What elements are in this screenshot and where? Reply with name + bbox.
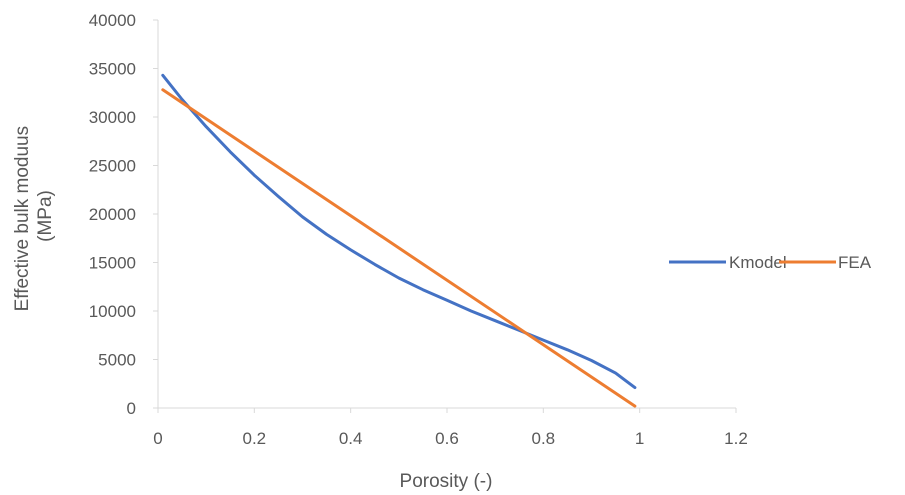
legend-label-kmodel: Kmodel bbox=[729, 253, 787, 272]
x-axis-title: Porosity (-) bbox=[400, 471, 493, 492]
series-line-kmodel bbox=[161, 73, 637, 390]
x-tick-label: 0.4 bbox=[339, 429, 363, 448]
x-tick-label: 1.2 bbox=[724, 429, 748, 448]
y-tick-label: 0 bbox=[127, 399, 136, 418]
x-tick-labels: 0 0.2 0.4 0.6 0.8 1 1.2 bbox=[153, 408, 748, 448]
y-tick-label: 10000 bbox=[89, 302, 136, 321]
x-tick-label: 1 bbox=[635, 429, 644, 448]
y-axis-title-line-1: Effective bulk moduus bbox=[12, 126, 33, 312]
x-tick-label: 0.2 bbox=[243, 429, 267, 448]
y-tick-label: 25000 bbox=[89, 157, 136, 176]
y-tick-label: 5000 bbox=[98, 351, 136, 370]
y-tick-label: 20000 bbox=[89, 205, 136, 224]
plot-area bbox=[157, 20, 736, 409]
x-tick-label: 0 bbox=[153, 429, 162, 448]
y-tick-labels: 0 5000 10000 15000 20000 25000 30000 35000 40000 bbox=[89, 11, 158, 418]
series-line-fea bbox=[161, 88, 637, 408]
y-axis-title-line-2: (MPa) bbox=[35, 190, 56, 242]
y-tick-label: 30000 bbox=[89, 108, 136, 127]
legend-label-fea: FEA bbox=[838, 253, 872, 272]
x-tick-label: 0.8 bbox=[532, 429, 556, 448]
legend: Kmodel FEA bbox=[669, 253, 872, 272]
y-tick-label: 35000 bbox=[89, 60, 136, 79]
y-axis-title: Effective bulk moduus (MPa) bbox=[12, 121, 56, 312]
y-tick-label: 40000 bbox=[89, 11, 136, 30]
y-tick-label: 15000 bbox=[89, 254, 136, 273]
x-tick-label: 0.6 bbox=[435, 429, 459, 448]
